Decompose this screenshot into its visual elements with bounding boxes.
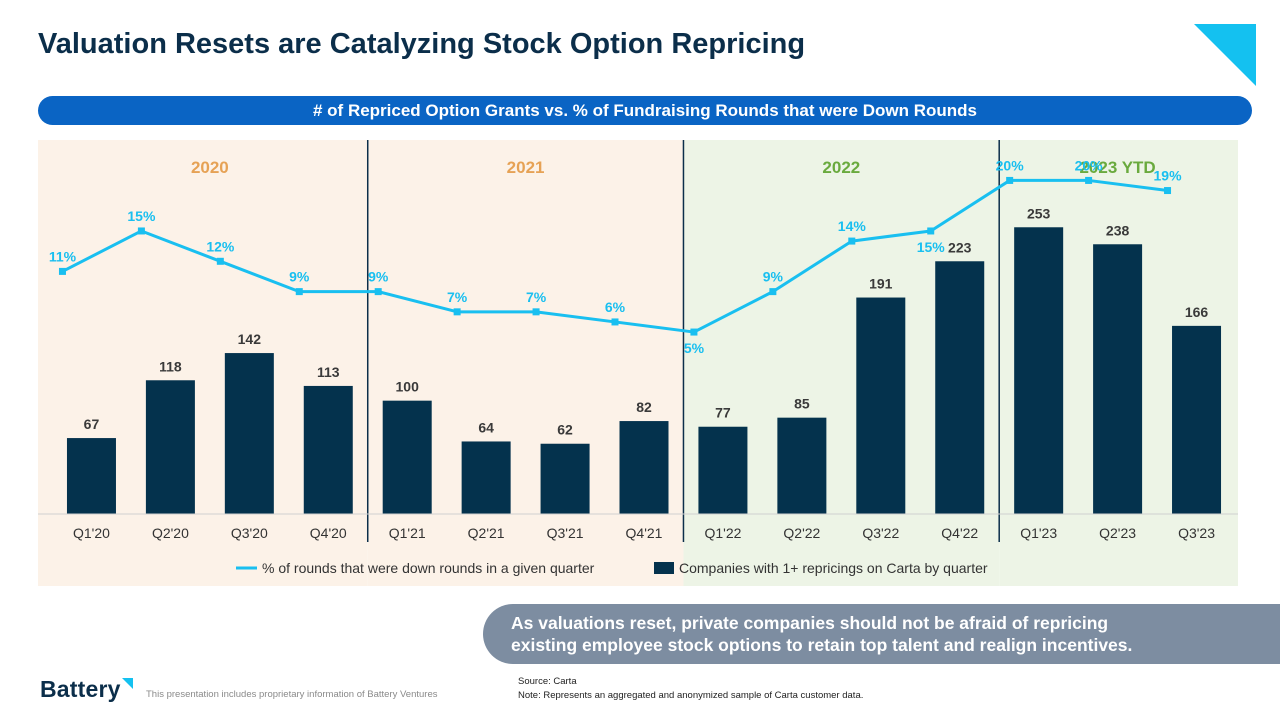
legend-bar-label: Companies with 1+ repricings on Carta by…: [679, 560, 988, 576]
line-value-label: 15%: [917, 239, 946, 255]
bar-value-label: 67: [84, 416, 100, 432]
bar-Q1'21: [382, 400, 432, 514]
bar-Q3'21: [540, 443, 590, 514]
bar-value-label: 100: [396, 379, 420, 395]
line-value-label: 14%: [838, 218, 867, 234]
line-point-Q3'21: [532, 308, 540, 316]
callout-line-2: existing employee stock options to retai…: [511, 635, 1133, 655]
bar-value-label: 238: [1106, 222, 1130, 238]
x-tick-label: Q3'22: [862, 525, 899, 541]
chart-title: # of Repriced Option Grants vs. % of Fun…: [313, 100, 977, 120]
x-tick-label: Q4'20: [310, 525, 347, 541]
line-point-Q2'21: [453, 308, 461, 316]
insight-callout: As valuations reset, private companies s…: [483, 604, 1280, 664]
line-value-label: 5%: [684, 340, 705, 356]
bar-value-label: 85: [794, 396, 810, 412]
line-value-label: 20%: [996, 157, 1025, 173]
bar-Q2'21: [461, 441, 511, 514]
x-tick-label: Q1'20: [73, 525, 110, 541]
year-label: 2022: [822, 158, 860, 177]
chart-svg: 2020 2021 2022 2023 YTD Q1'20 Q2'20 Q3'20 Q4'20…: [38, 140, 1238, 586]
line-value-label: 19%: [1154, 168, 1183, 184]
year-label: 2020: [191, 158, 229, 177]
line-point-Q1'22: [690, 328, 698, 336]
x-tick-label: Q3'21: [547, 525, 584, 541]
bar-value-label: 191: [869, 276, 893, 292]
battery-logo: Battery: [40, 676, 133, 703]
bar-Q4'22: [935, 261, 985, 514]
bar-value-label: 253: [1027, 205, 1051, 221]
logo-mark-icon: [121, 678, 133, 689]
bar-value-label: 77: [715, 405, 731, 421]
bar-Q1'20: [66, 438, 116, 514]
bar-Q4'20: [303, 385, 353, 514]
bar-Q1'23: [1014, 227, 1064, 514]
line-value-label: 12%: [206, 238, 235, 254]
line-point-Q4'22: [927, 227, 935, 235]
line-point-Q3'20: [216, 257, 224, 265]
line-point-Q1'20: [58, 267, 66, 275]
x-tick-label: Q2'20: [152, 525, 189, 541]
bar-Q3'22: [856, 297, 906, 514]
page-title: Valuation Resets are Catalyzing Stock Op…: [38, 28, 806, 60]
bar-Q3'20: [224, 353, 274, 514]
x-tick-label: Q2'23: [1099, 525, 1136, 541]
corner-accent-triangle: [1194, 24, 1256, 86]
line-point-Q2'22: [769, 288, 777, 296]
line-value-label: 20%: [1075, 157, 1104, 173]
x-tick-label: Q1'21: [389, 525, 426, 541]
bar-Q2'20: [145, 380, 195, 514]
bar-value-label: 118: [159, 358, 182, 374]
line-point-Q3'22: [848, 237, 856, 245]
line-value-label: 7%: [526, 289, 547, 305]
line-value-label: 9%: [368, 269, 389, 285]
source-text: Source: Carta: [518, 676, 577, 687]
bar-value-label: 64: [478, 419, 494, 435]
chart-title-banner: # of Repriced Option Grants vs. % of Fun…: [38, 96, 1252, 125]
line-point-Q2'20: [137, 227, 145, 235]
line-value-label: 15%: [127, 208, 156, 224]
x-tick-label: Q4'21: [626, 525, 663, 541]
footer-source: Source: Carta Note: Represents an aggreg…: [518, 675, 863, 703]
year-label: 2023 YTD: [1079, 158, 1155, 177]
line-value-label: 9%: [763, 269, 784, 285]
x-tick-label: Q2'22: [783, 525, 820, 541]
year-group-bg-2021: [367, 140, 684, 586]
line-point-Q3'23: [1164, 187, 1172, 195]
legend-line-label: % of rounds that were down rounds in a g…: [262, 560, 595, 576]
bar-value-label: 142: [238, 331, 262, 347]
chart-panel: 2020 2021 2022 2023 YTD Q1'20 Q2'20 Q3'20 Q4'20…: [38, 140, 1238, 586]
legend-bar-swatch: [654, 562, 674, 574]
bar-Q2'22: [777, 417, 827, 514]
bar-value-label: 166: [1185, 304, 1209, 320]
footer-disclaimer: This presentation includes proprietary i…: [146, 689, 438, 700]
line-point-Q1'21: [374, 288, 382, 296]
logo-text: Battery: [40, 676, 121, 702]
callout-line-1: As valuations reset, private companies s…: [511, 613, 1109, 633]
x-tick-label: Q3'20: [231, 525, 268, 541]
bar-value-label: 223: [948, 239, 972, 255]
note-text: Note: Represents an aggregated and anony…: [518, 690, 864, 701]
bar-value-label: 113: [317, 364, 340, 380]
line-value-label: 7%: [447, 289, 468, 305]
x-tick-label: Q3'23: [1178, 525, 1215, 541]
bar-Q3'23: [1172, 325, 1222, 514]
line-point-Q4'20: [295, 288, 303, 296]
line-point-Q1'23: [1006, 176, 1014, 184]
line-value-label: 6%: [605, 299, 626, 315]
bar-Q2'23: [1093, 244, 1143, 514]
bar-Q4'21: [619, 421, 669, 514]
line-value-label: 9%: [289, 269, 310, 285]
bar-value-label: 62: [557, 422, 573, 438]
x-tick-label: Q1'23: [1020, 525, 1057, 541]
x-tick-label: Q2'21: [468, 525, 505, 541]
bar-Q1'22: [698, 426, 748, 514]
year-label: 2021: [507, 158, 545, 177]
line-value-label: 11%: [49, 248, 77, 264]
line-point-Q4'21: [611, 318, 619, 326]
x-tick-label: Q4'22: [941, 525, 978, 541]
bar-value-label: 82: [636, 399, 652, 415]
line-point-Q2'23: [1085, 176, 1093, 184]
x-tick-label: Q1'22: [704, 525, 741, 541]
